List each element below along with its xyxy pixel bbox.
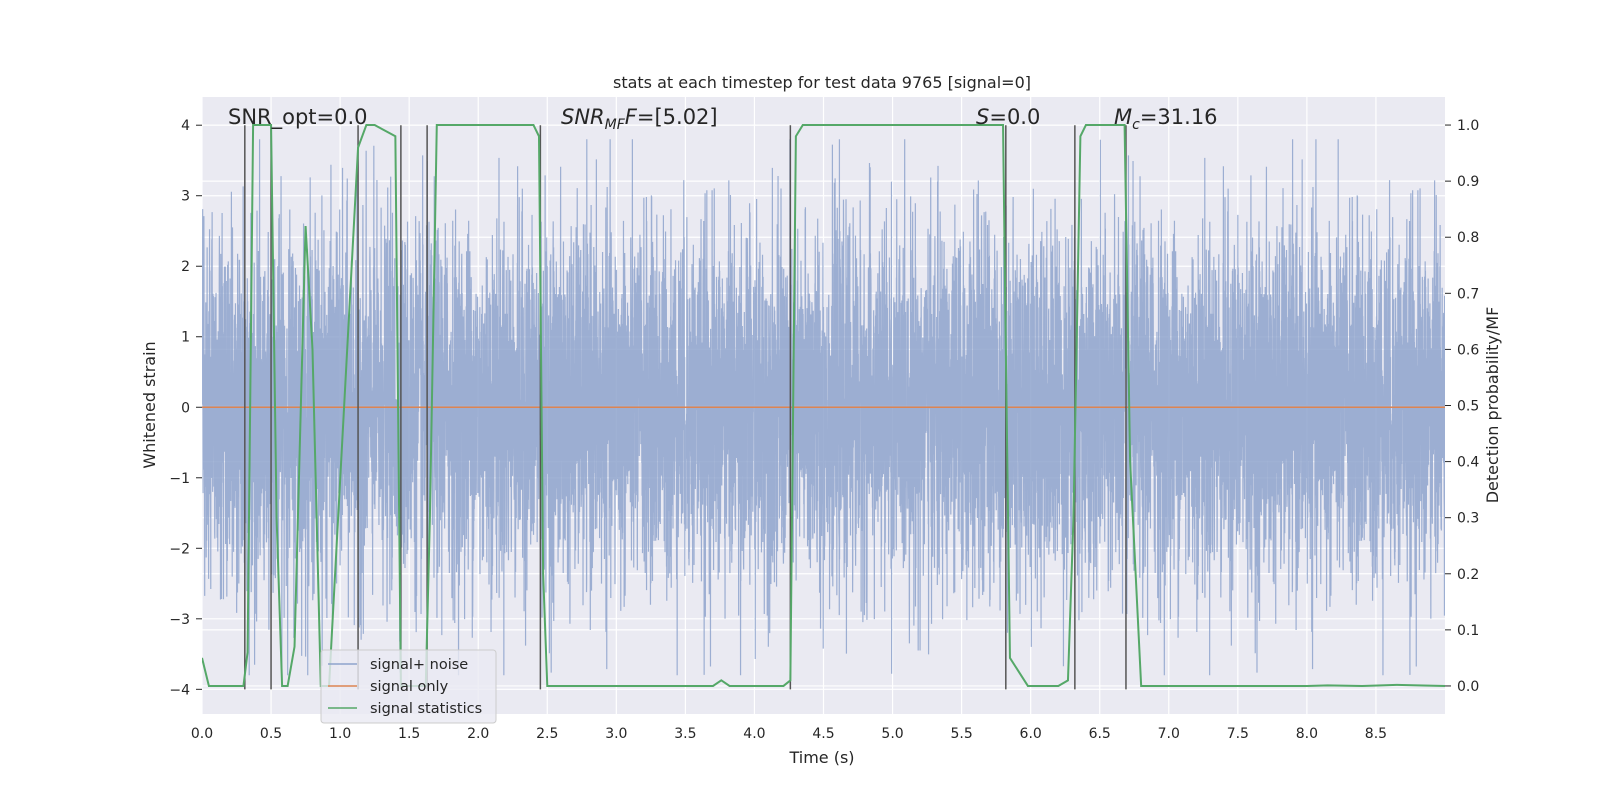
y2-tick-label: 0.5 — [1457, 399, 1479, 415]
y2-tick-label: 0.2 — [1457, 567, 1479, 583]
x-tick-label: 2.0 — [467, 726, 489, 742]
x-tick-label: 8.0 — [1296, 726, 1318, 742]
x-tick-label: 7.0 — [1158, 726, 1180, 742]
x-tick-label: 5.5 — [950, 726, 972, 742]
x-tick-label: 2.5 — [536, 726, 558, 742]
y-tick-label: −3 — [169, 612, 190, 628]
y2-tick-label: 0.9 — [1457, 174, 1479, 190]
y-axis-label: Whitened strain — [140, 341, 159, 468]
annotation-s: S=0.0 — [976, 105, 1040, 129]
x-tick-label: 6.0 — [1020, 726, 1042, 742]
x-tick-label: 6.5 — [1089, 726, 1111, 742]
x-tick-label: 7.5 — [1227, 726, 1249, 742]
x-tick-label: 1.0 — [329, 726, 351, 742]
y2-tick-label: 0.7 — [1457, 286, 1479, 302]
y2-tick-label: 0.3 — [1457, 511, 1479, 527]
x-tick-label: 3.5 — [674, 726, 696, 742]
y-tick-label: −2 — [169, 541, 190, 557]
x-tick-label: 3.0 — [605, 726, 627, 742]
y-tick-label: 0 — [181, 400, 190, 416]
y-tick-label: 4 — [181, 118, 190, 134]
x-axis-label: Time (s) — [788, 748, 854, 767]
x-tick-label: 4.5 — [812, 726, 834, 742]
y-tick-label: −1 — [169, 471, 190, 487]
annotation-mc: Mc=31.16 — [1114, 105, 1218, 133]
y-tick-label: 2 — [181, 259, 190, 275]
x-tick-label: 0.5 — [260, 726, 282, 742]
annotation-snr-mf: SNRMFF=[5.02] — [561, 105, 718, 133]
x-tick-label: 8.5 — [1365, 726, 1387, 742]
signal-statistics-line — [202, 124, 1445, 687]
y2-tick-label: 0.8 — [1457, 230, 1479, 246]
series-signal-statistics — [202, 124, 1445, 687]
legend-label-signal-only: signal only — [370, 679, 449, 695]
y2-axis-label: Detection probability/MF — [1483, 307, 1502, 504]
y2-tick-label: 0.1 — [1457, 623, 1479, 639]
y2-tick-label: 0.0 — [1457, 679, 1479, 695]
legend: signal+ noise signal only signal statist… — [320, 649, 497, 724]
y-tick-label: 3 — [181, 189, 190, 205]
annotation-snr-opt: SNR_opt=0.0 — [228, 105, 368, 130]
x-axis: 0.0 0.5 1.0 1.5 2.0 2.5 3.0 3.5 4.0 4.5 5.0 5.5 6.0 6… — [191, 726, 1387, 742]
x-tick-label: 4.0 — [743, 726, 765, 742]
y-tick-label: 1 — [181, 330, 190, 346]
x-tick-label: 5.0 — [881, 726, 903, 742]
y2-tick-label: 1.0 — [1457, 118, 1479, 134]
x-tick-label: 0.0 — [191, 726, 213, 742]
legend-label-signal-noise: signal+ noise — [370, 657, 468, 673]
y-axis-left: −4 −3 −2 −1 0 1 2 3 4 — [169, 118, 202, 698]
y2-tick-label: 0.6 — [1457, 342, 1479, 358]
y2-tick-label: 0.4 — [1457, 455, 1479, 471]
y-axis-right: 0.0 0.1 0.2 0.3 0.4 0.5 0.6 0.7 0.8 0.9 1.0 — [1445, 118, 1479, 695]
y-tick-label: −4 — [169, 682, 190, 698]
plot-area — [202, 124, 1445, 690]
chart-title: stats at each timestep for test data 976… — [613, 73, 1031, 92]
legend-label-signal-statistics: signal statistics — [370, 701, 482, 717]
x-tick-label: 1.5 — [398, 726, 420, 742]
